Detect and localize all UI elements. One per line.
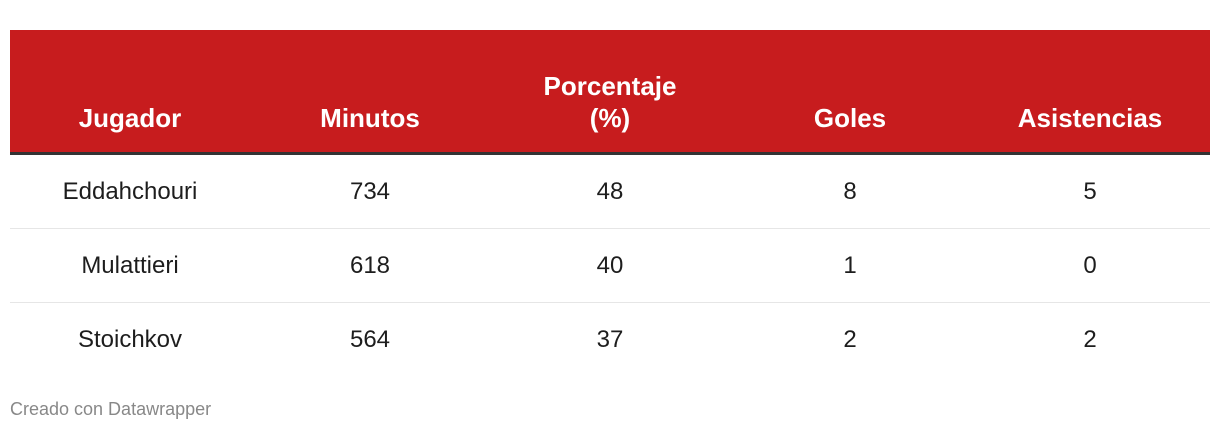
stats-table: Jugador Minutos Porcentaje (%) Goles Asis… xyxy=(10,30,1210,376)
table-row: Stoichkov 564 37 2 2 xyxy=(10,303,1210,377)
footer-credit: Creado con Datawrapper xyxy=(10,399,212,419)
header-jugador[interactable]: Jugador xyxy=(10,30,250,155)
header-minutos[interactable]: Minutos xyxy=(250,30,490,155)
header-goles[interactable]: Goles xyxy=(730,30,970,155)
table-cell: 734 xyxy=(250,153,490,229)
table-cell: 2 xyxy=(1083,325,1097,353)
table-cell: 48 xyxy=(490,153,730,229)
table-cell: Eddahchouri xyxy=(10,153,250,229)
table-cell: 8 xyxy=(730,153,970,229)
table-cell: 37 xyxy=(596,325,624,353)
header-asistencias[interactable]: Asistencias xyxy=(970,30,1210,155)
table-cell: 564 xyxy=(349,325,391,353)
table-row: Eddahchouri 734 48 8 5 xyxy=(10,153,1210,229)
header-row: Jugador Minutos Porcentaje (%) Goles Asis… xyxy=(10,30,1210,155)
table-cell: 0 xyxy=(970,228,1210,303)
table-cell: Mulattieri xyxy=(10,228,250,303)
table-cell: 5 xyxy=(970,153,1210,229)
table-cell: Stoichkov xyxy=(77,325,183,353)
header-porcentaje[interactable]: Porcentaje (%) xyxy=(490,30,730,155)
table-cell: 1 xyxy=(730,228,970,303)
table-cell: 2 xyxy=(843,325,857,353)
table-cell: 618 xyxy=(250,228,490,303)
table-row: Mulattieri 618 40 1 0 xyxy=(10,228,1210,303)
table-cell: 40 xyxy=(490,228,730,303)
